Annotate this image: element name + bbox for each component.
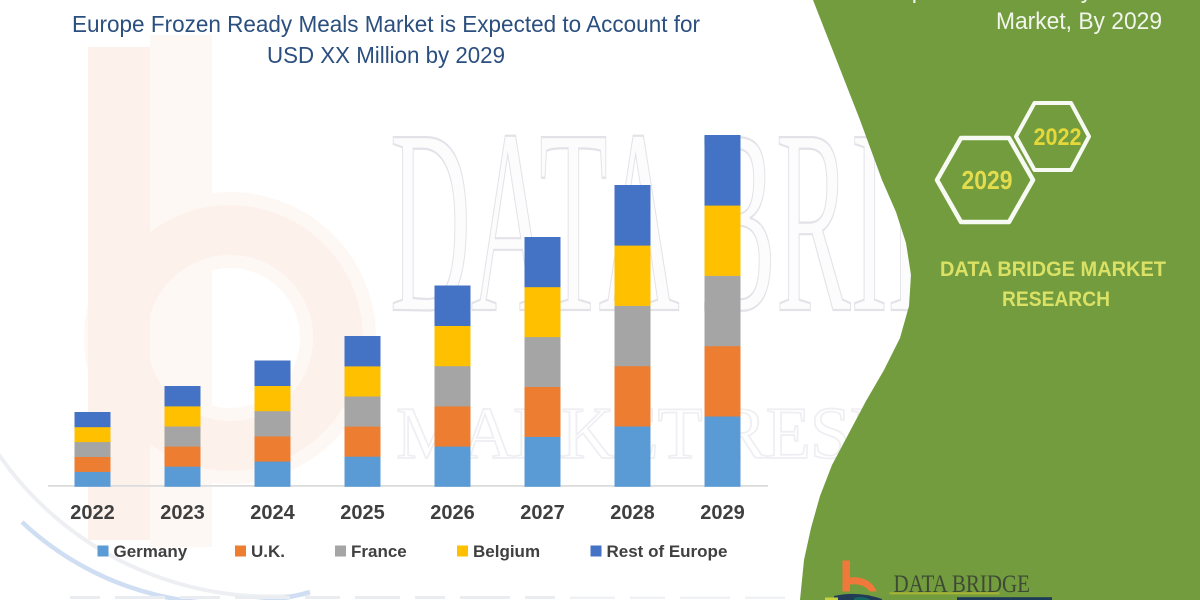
svg-text:2023: 2023 (160, 502, 205, 524)
svg-text:2027: 2027 (520, 502, 565, 524)
svg-text:USD XX Million by 2029: USD XX Million by 2029 (267, 42, 505, 68)
svg-text:2024: 2024 (250, 502, 295, 524)
svg-text:Europe Frozen Ready Meals: Europe Frozen Ready Meals (862, 0, 1162, 4)
svg-text:France: France (351, 542, 407, 561)
svg-text:2029: 2029 (962, 165, 1013, 195)
svg-text:2026: 2026 (430, 502, 475, 524)
svg-text:DATA BRIDGE: DATA BRIDGE (894, 569, 1031, 598)
svg-text:DATA BRIDGE MARKET: DATA BRIDGE MARKET (940, 258, 1166, 281)
svg-text:Europe Frozen Ready Meals Mark: Europe Frozen Ready Meals Market is Expe… (72, 11, 700, 37)
svg-text:RESEARCH: RESEARCH (1002, 288, 1110, 311)
svg-text:2029: 2029 (700, 502, 745, 524)
svg-text:Market, By 2029: Market, By 2029 (996, 8, 1162, 35)
svg-text:Belgium: Belgium (473, 542, 540, 561)
svg-text:Rest of Europe: Rest of Europe (607, 542, 728, 561)
svg-text:Germany: Germany (114, 542, 188, 561)
svg-text:2022: 2022 (70, 502, 115, 524)
svg-text:2028: 2028 (610, 502, 655, 524)
svg-text:U.K.: U.K. (251, 542, 285, 561)
svg-text:2025: 2025 (340, 502, 385, 524)
svg-text:2022: 2022 (1034, 124, 1082, 151)
